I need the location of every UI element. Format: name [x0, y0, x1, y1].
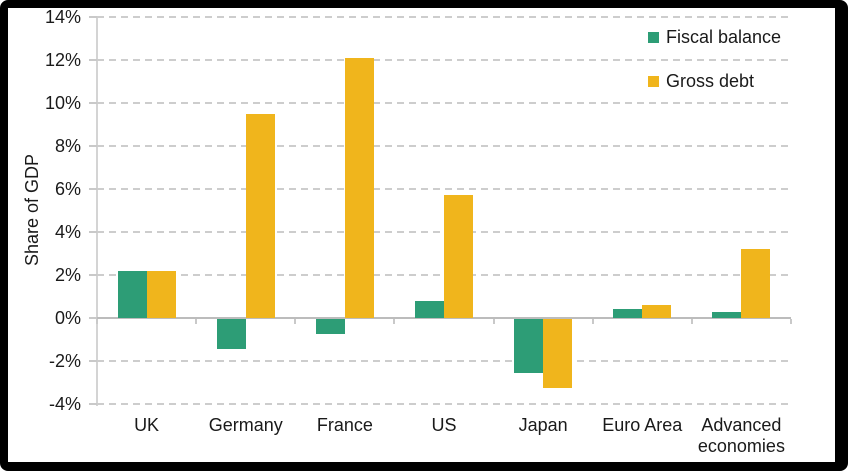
- y-axis-tick-icon: [89, 360, 97, 362]
- bar-fiscal-balance: [117, 270, 147, 318]
- y-axis-tick-label: -4%: [48, 394, 81, 414]
- legend-swatch-fiscal-balance-icon: [648, 31, 659, 43]
- y-axis-tick-label: 4%: [54, 222, 81, 242]
- bar-fiscal-balance: [712, 311, 742, 318]
- y-axis-tick-icon: [89, 231, 97, 233]
- category-axis-tick-icon: [393, 319, 396, 324]
- y-axis-tick-icon: [89, 102, 97, 104]
- gridline: [97, 403, 791, 405]
- bar-gross-debt: [245, 113, 275, 318]
- y-axis-tick-icon: [89, 59, 97, 61]
- gridline: [97, 188, 791, 190]
- x-axis-label: Euro Area: [602, 415, 683, 435]
- y-axis-tick-label: 6%: [54, 179, 81, 199]
- legend-item-fiscal-balance: Fiscal balance: [648, 26, 781, 48]
- category-axis-tick-icon: [294, 319, 297, 324]
- x-axis-label: Germany: [208, 415, 283, 435]
- bar-gross-debt: [741, 249, 771, 318]
- bar-gross-debt: [642, 305, 672, 318]
- bar-fiscal-balance: [216, 319, 246, 350]
- category-axis-tick-icon: [690, 319, 693, 324]
- category-axis-tick-icon: [790, 319, 792, 324]
- y-axis-line: [96, 17, 98, 406]
- x-axis-label: Advanced economies: [697, 415, 785, 456]
- y-axis-tick-label: 2%: [54, 265, 81, 285]
- y-axis-tick-label: 8%: [54, 136, 81, 156]
- category-axis-tick-icon: [492, 319, 495, 324]
- y-axis-tick-icon: [89, 317, 97, 319]
- y-axis-tick-label: 12%: [44, 50, 81, 70]
- x-axis-label: France: [316, 415, 373, 435]
- gridline: [97, 145, 791, 147]
- x-axis-label: US: [431, 415, 457, 435]
- gridline: [97, 16, 791, 18]
- y-axis-tick-icon: [89, 16, 97, 18]
- category-axis-tick-icon: [195, 319, 198, 324]
- x-axis-label: UK: [134, 415, 160, 435]
- bar-gross-debt: [543, 319, 573, 388]
- chart-canvas: Share of GDP 14% 12% 10% 8% 6% 4% 2% 0% -2% -4% UK…: [8, 7, 835, 462]
- category-axis-tick-icon: [591, 319, 594, 324]
- y-axis-title: Share of GDP: [22, 153, 42, 267]
- bar-gross-debt: [146, 270, 176, 318]
- y-axis-tick-icon: [89, 188, 97, 190]
- bar-gross-debt: [344, 57, 374, 318]
- bar-fiscal-balance: [415, 300, 444, 318]
- x-axis-label: Japan: [518, 415, 568, 435]
- y-axis-tick-label: 10%: [44, 93, 81, 113]
- y-axis-tick-icon: [89, 403, 97, 405]
- y-axis-tick-label: 0%: [54, 308, 81, 328]
- bar-fiscal-balance: [613, 309, 643, 318]
- gridline: [97, 360, 791, 362]
- y-axis-tick-label: -2%: [48, 351, 81, 371]
- y-axis-tick-icon: [89, 145, 97, 147]
- bar-fiscal-balance: [315, 319, 345, 335]
- legend-label-fiscal-balance: Fiscal balance: [666, 26, 782, 47]
- legend: Fiscal balance Gross debt: [648, 26, 781, 114]
- legend-label-gross-debt: Gross debt: [666, 70, 755, 91]
- zero-gridline: [97, 317, 791, 319]
- gridline: [97, 59, 791, 61]
- bar-fiscal-balance: [514, 319, 544, 373]
- gridline: [97, 102, 791, 104]
- y-axis-tick-icon: [89, 274, 97, 276]
- legend-swatch-gross-debt-icon: [648, 75, 659, 87]
- y-axis-tick-label: 14%: [44, 7, 81, 27]
- category-axis-tick-icon: [96, 319, 98, 324]
- legend-item-gross-debt: Gross debt: [648, 70, 781, 92]
- bar-gross-debt: [444, 195, 473, 318]
